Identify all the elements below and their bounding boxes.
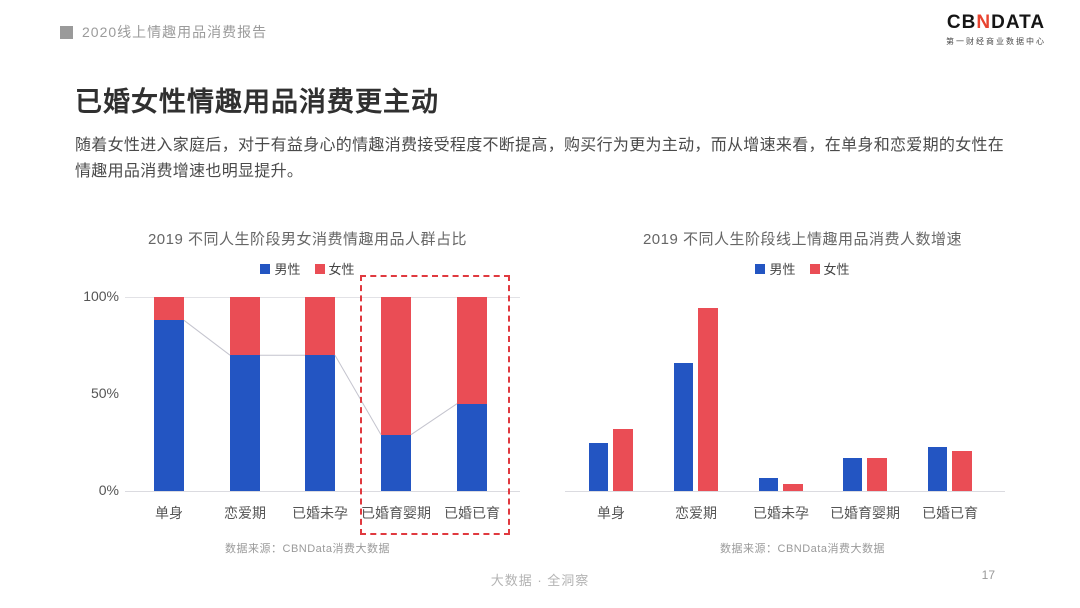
chart-legend-left: 男性 女性 <box>75 259 540 278</box>
bar-segment-female <box>457 297 487 404</box>
bar-female <box>698 308 718 491</box>
legend-label-male: 男性 <box>274 262 301 277</box>
female-legend-swatch-icon <box>314 263 325 274</box>
page-number: 17 <box>981 568 995 582</box>
bar-segment-male <box>305 355 335 491</box>
chart-title-left: 2019 不同人生阶段男女消费情趣用品人群占比 <box>147 231 468 248</box>
data-source-left: 数据来源：CBNData消费大数据 <box>225 543 390 555</box>
x-tick-label: 已婚育婴期 <box>830 505 900 521</box>
legend-item-female: 女性 <box>809 259 850 278</box>
bar-segment-female <box>381 297 411 435</box>
legend-label-male: 男性 <box>769 262 796 277</box>
female-legend-swatch-icon <box>809 263 820 274</box>
axis-baseline <box>125 491 520 492</box>
legend-item-male: 男性 <box>260 259 301 278</box>
bar-segment-female <box>154 297 184 321</box>
chart-legend-right: 男性 女性 <box>565 259 1040 278</box>
logo-n-red: N <box>976 12 992 33</box>
x-tick-label: 已婚已育 <box>444 505 500 521</box>
bar-male <box>928 447 947 491</box>
stacked-bar <box>381 297 411 491</box>
y-tick-label: 0% <box>98 482 119 498</box>
x-tick-label: 已婚育婴期 <box>361 505 431 521</box>
legend-item-female: 女性 <box>314 259 355 278</box>
bar-female <box>613 428 633 491</box>
bar-segment-female <box>230 297 260 356</box>
plot-area-right: 单身 恋爱期 已婚未孕 已婚育婴期 已婚已育 <box>565 222 1040 567</box>
stacked-bar <box>305 297 335 491</box>
bar-segment-male <box>230 355 260 491</box>
logo-subtitle: 第一财经商业数据中心 <box>946 36 1046 46</box>
bar-female <box>783 483 803 491</box>
logo-wordmark: CBNDATA <box>946 12 1046 34</box>
x-tick-label: 单身 <box>155 505 183 521</box>
logo-cb: CB <box>946 12 977 33</box>
bar-segment-female <box>305 297 335 356</box>
stacked-bar <box>154 297 184 491</box>
chart-gender-proportion: 2019 不同人生阶段男女消费情趣用品人群占比 男性 女性 0% 50% 100% 单… <box>75 222 540 567</box>
cbndata-logo: CBNDATA 第一财经商业数据中心 <box>946 12 1046 47</box>
bar-segment-male <box>457 403 487 491</box>
bar-segment-male <box>154 320 184 491</box>
bar-female <box>867 458 887 491</box>
page-title: 已婚女性情趣用品消费更主动 <box>75 87 439 117</box>
square-bullet-icon <box>60 25 73 39</box>
bar-male <box>843 458 862 491</box>
stacked-bar <box>230 297 260 491</box>
x-tick-label: 已婚已育 <box>922 505 978 521</box>
header-breadcrumb: 2020线上情趣用品消费报告 <box>60 22 267 42</box>
bar-female <box>952 450 972 491</box>
footer-tagline: 大数据 · 全洞察 <box>490 573 590 588</box>
x-tick-label: 恋爱期 <box>224 505 266 521</box>
x-tick-label: 已婚未孕 <box>292 505 348 521</box>
x-tick-label: 单身 <box>597 505 625 521</box>
legend-label-female: 女性 <box>328 262 355 277</box>
x-tick-label: 已婚未孕 <box>753 505 809 521</box>
logo-data: DATA <box>991 12 1046 33</box>
y-tick-label: 100% <box>83 288 119 304</box>
bar-male <box>759 478 778 491</box>
chart-title-right: 2019 不同人生阶段线上情趣用品消费人数增速 <box>642 231 963 248</box>
report-title: 2020线上情趣用品消费报告 <box>82 24 268 40</box>
legend-item-male: 男性 <box>755 259 796 278</box>
bar-male <box>674 362 693 491</box>
bar-segment-male <box>381 434 411 491</box>
data-source-right: 数据来源：CBNData消费大数据 <box>720 543 885 555</box>
chart-growth-rate: 2019 不同人生阶段线上情趣用品消费人数增速 男性 女性 单身 恋爱期 已婚未孕 已… <box>565 222 1040 567</box>
legend-label-female: 女性 <box>823 262 850 277</box>
stacked-bar <box>457 297 487 491</box>
page-body-text: 随着女性进入家庭后，对于有益身心的情趣消费接受程度不断提高，购买行为更为主动，而… <box>75 137 1005 181</box>
axis-baseline <box>565 491 1005 492</box>
x-tick-label: 恋爱期 <box>675 505 717 521</box>
y-tick-label: 50% <box>90 385 119 401</box>
plot-area-left: 0% 50% 100% 单身 恋爱期 已婚未孕 已婚育婴期 已婚已育 <box>75 222 540 567</box>
male-legend-swatch-icon <box>755 263 766 274</box>
male-legend-swatch-icon <box>260 263 271 274</box>
bar-male <box>589 443 608 491</box>
